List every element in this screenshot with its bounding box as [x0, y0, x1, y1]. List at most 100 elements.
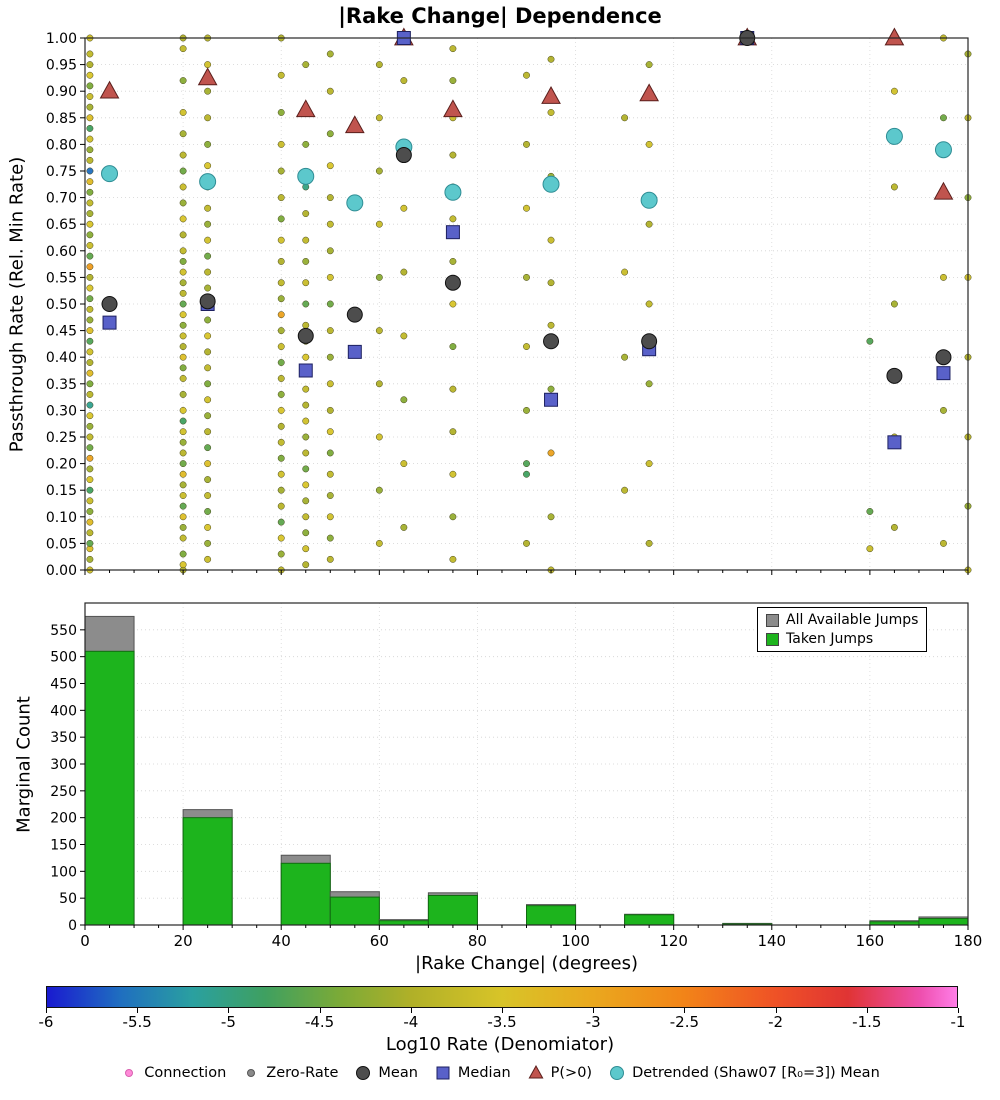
- hist-x-tick-label: 100: [561, 932, 590, 950]
- circle-icon: [247, 1069, 256, 1077]
- hist-x-tick-label: 0: [80, 932, 90, 950]
- scatter-point: [326, 247, 334, 255]
- scatter-point: [86, 444, 94, 452]
- scatter-point: [302, 417, 310, 425]
- scatter-point: [326, 428, 334, 436]
- scatter-point: [326, 162, 334, 170]
- scatter-point: [547, 385, 555, 393]
- scatter-point: [449, 300, 457, 308]
- bar-taken: [624, 914, 675, 926]
- scatter-point: [302, 321, 310, 329]
- scatter-point: [86, 529, 94, 537]
- bar-taken: [84, 650, 135, 926]
- hist-y-tick-label: 50: [59, 891, 77, 907]
- scatter-point: [302, 449, 310, 457]
- scatter-point: [621, 114, 629, 122]
- legend-item-median: Median: [434, 1064, 511, 1082]
- scatter-point: [179, 257, 187, 265]
- scatter-point: [86, 199, 94, 207]
- scatter-point: [547, 279, 555, 287]
- scatter-point: [400, 77, 408, 85]
- hist-x-tick-label: 20: [174, 932, 193, 950]
- scatter-point: [86, 273, 94, 281]
- scatter-point: [277, 295, 285, 303]
- hist-y-axis-label: Marginal Count: [13, 696, 35, 833]
- scatter-point: [204, 87, 212, 95]
- marker-p-0: [933, 181, 954, 200]
- circle-icon: [356, 1066, 371, 1080]
- scatter-y-tick-label: 0.35: [46, 377, 77, 393]
- scatter-point: [204, 460, 212, 468]
- scatter-point: [86, 167, 94, 175]
- scatter-point: [645, 61, 653, 69]
- scatter-point: [86, 210, 94, 218]
- scatter-point: [449, 215, 457, 223]
- scatter-point: [204, 555, 212, 563]
- scatter-point: [86, 50, 94, 58]
- scatter-point: [277, 406, 285, 414]
- scatter-point: [86, 263, 94, 271]
- scatter-point: [449, 513, 457, 521]
- scatter-point: [86, 508, 94, 515]
- scatter-point: [400, 204, 408, 212]
- scatter-point: [523, 71, 530, 79]
- scatter-y-tick-label: 0.20: [46, 457, 77, 473]
- scatter-y-tick-label: 0.55: [46, 270, 77, 286]
- scatter-point: [449, 257, 457, 265]
- scatter-point: [400, 523, 408, 531]
- x-axis-label: |Rake Change| (degrees): [415, 953, 638, 974]
- scatter-point: [326, 353, 334, 361]
- scatter-point: [277, 518, 285, 526]
- marker-mean: [444, 274, 461, 291]
- legend-item-connection: Connection: [120, 1064, 226, 1082]
- all-jumps-swatch: [766, 613, 779, 627]
- scatter-point: [204, 412, 212, 420]
- scatter-point: [86, 486, 94, 494]
- scatter-point: [277, 438, 285, 446]
- scatter-point: [375, 167, 383, 175]
- scatter-y-tick-label: 0.45: [46, 324, 77, 340]
- scatter-point: [277, 422, 285, 430]
- scatter-point: [204, 236, 212, 244]
- marker-mean: [101, 296, 118, 312]
- scatter-point: [179, 247, 187, 255]
- scatter-point: [204, 508, 212, 515]
- scatter-point: [326, 87, 334, 95]
- scatter-point: [179, 417, 187, 425]
- bar-taken: [526, 905, 577, 926]
- marker-mean: [346, 306, 363, 323]
- scatter-point: [86, 93, 94, 100]
- scatter-y-tick-label: 0.30: [46, 403, 77, 419]
- scatter-point: [204, 316, 212, 324]
- colorbar-tick-label: -3: [585, 1013, 601, 1031]
- scatter-y-tick-label: 0.60: [46, 244, 77, 260]
- scatter-point: [645, 140, 653, 148]
- legend-label: Median: [457, 1065, 511, 1081]
- scatter-point: [523, 343, 530, 351]
- scatter-point: [449, 555, 457, 563]
- scatter-y-tick-label: 0.65: [46, 217, 77, 233]
- scatter-point: [179, 449, 187, 457]
- scatter-point: [890, 87, 898, 95]
- scatter-point: [326, 50, 334, 58]
- legend-item-p-0: P(>0): [527, 1064, 592, 1082]
- scatter-point: [302, 529, 310, 537]
- scatter-point: [86, 188, 94, 196]
- marker-detrended-shaw07-r-3-mean: [640, 191, 658, 209]
- scatter-point: [204, 444, 212, 452]
- scatter-point: [400, 396, 408, 404]
- scatter-point: [277, 375, 285, 382]
- scatter-point: [277, 109, 285, 116]
- colorbar-tick: [46, 1008, 47, 1013]
- scatter-point: [179, 561, 187, 569]
- scatter-point: [86, 476, 94, 484]
- scatter-point: [179, 390, 187, 398]
- marker-mean: [886, 367, 903, 384]
- marker-median: [298, 363, 313, 378]
- scatter-point: [375, 114, 383, 122]
- scatter-point: [204, 332, 212, 340]
- marker-detrended-shaw07-r-3-mean: [542, 175, 560, 193]
- scatter-y-tick-label: 0.05: [46, 536, 77, 552]
- scatter-point: [277, 279, 285, 287]
- scatter-point: [179, 109, 187, 116]
